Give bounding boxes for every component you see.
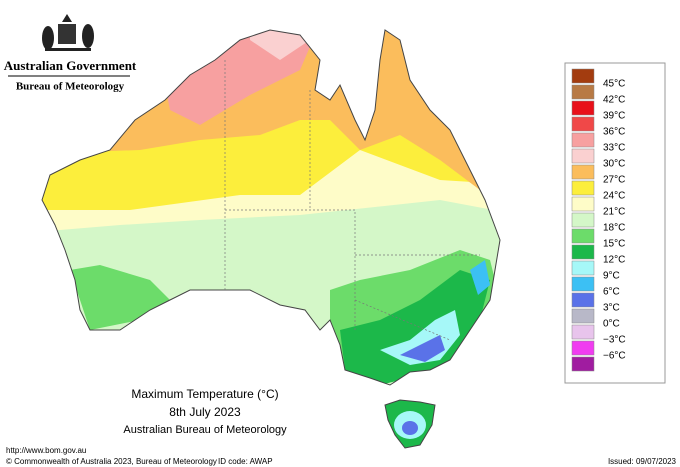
- se-zone-3: [400, 335, 445, 362]
- zone-33: [250, 30, 320, 60]
- legend-label: 0°C: [603, 319, 620, 330]
- legend-swatch: [571, 340, 595, 356]
- legend-label: 42°C: [603, 95, 625, 106]
- coastline: [41, 29, 501, 386]
- legend-label: 27°C: [603, 175, 625, 186]
- map-title: Maximum Temperature (°C): [131, 387, 278, 401]
- legend-label: 30°C: [603, 159, 625, 170]
- zone-27-cape: [360, 30, 420, 110]
- legend-swatch: [571, 196, 595, 212]
- legend-label: 45°C: [603, 79, 625, 90]
- legend-swatch: [571, 132, 595, 148]
- legend-label: 9°C: [603, 271, 620, 282]
- coat-of-arms: [42, 14, 94, 51]
- government-name: Australian Government: [4, 58, 137, 73]
- map-source: Australian Bureau of Meteorology: [123, 424, 287, 436]
- legend-swatch: [571, 164, 595, 180]
- bureau-name: Bureau of Meteorology: [16, 81, 125, 93]
- legend-swatch: [571, 68, 595, 84]
- tasmania-coast: [384, 399, 436, 449]
- legend-label: 36°C: [603, 127, 625, 138]
- legend-label: 39°C: [603, 111, 625, 122]
- legend-label: 21°C: [603, 207, 625, 218]
- legend-swatch: [571, 244, 595, 260]
- footer-id: ID code: AWAP: [218, 457, 273, 466]
- legend-label: 24°C: [603, 191, 625, 202]
- legend: 45°C 42°C 39°C 36°C 33°C 30°C 27°C 24°C 21°C 18°C…: [564, 62, 666, 384]
- legend-label: 12°C: [603, 255, 625, 266]
- legend-swatch: [571, 228, 595, 244]
- legend-label: −3°C: [603, 335, 626, 346]
- legend-swatch: [571, 292, 595, 308]
- legend-swatch: [571, 308, 595, 324]
- legend-swatch: [571, 356, 595, 372]
- legend-label: 3°C: [603, 303, 620, 314]
- legend-swatch: [571, 276, 595, 292]
- legend-swatch: [571, 180, 595, 196]
- legend-label: 33°C: [603, 143, 625, 154]
- legend-swatch: [571, 212, 595, 228]
- map-date: 8th July 2023: [169, 405, 241, 419]
- legend-label: 18°C: [603, 223, 625, 234]
- state-borders: [224, 60, 480, 341]
- ne-zone-6: [470, 260, 490, 295]
- legend-swatch: [571, 100, 595, 116]
- legend-label: 15°C: [603, 239, 625, 250]
- legend-swatch: [571, 84, 595, 100]
- legend-swatch: [571, 148, 595, 164]
- legend-swatch: [571, 324, 595, 340]
- footer-copyright: © Commonwealth of Australia 2023, Bureau…: [6, 457, 217, 466]
- legend-swatch: [571, 116, 595, 132]
- footer-url: http://www.bom.gov.au: [6, 446, 86, 455]
- legend-label: −6°C: [603, 351, 626, 362]
- legend-label: 6°C: [603, 287, 620, 298]
- footer-issued: Issued: 09/07/2023: [608, 457, 677, 466]
- legend-swatch: [571, 260, 595, 276]
